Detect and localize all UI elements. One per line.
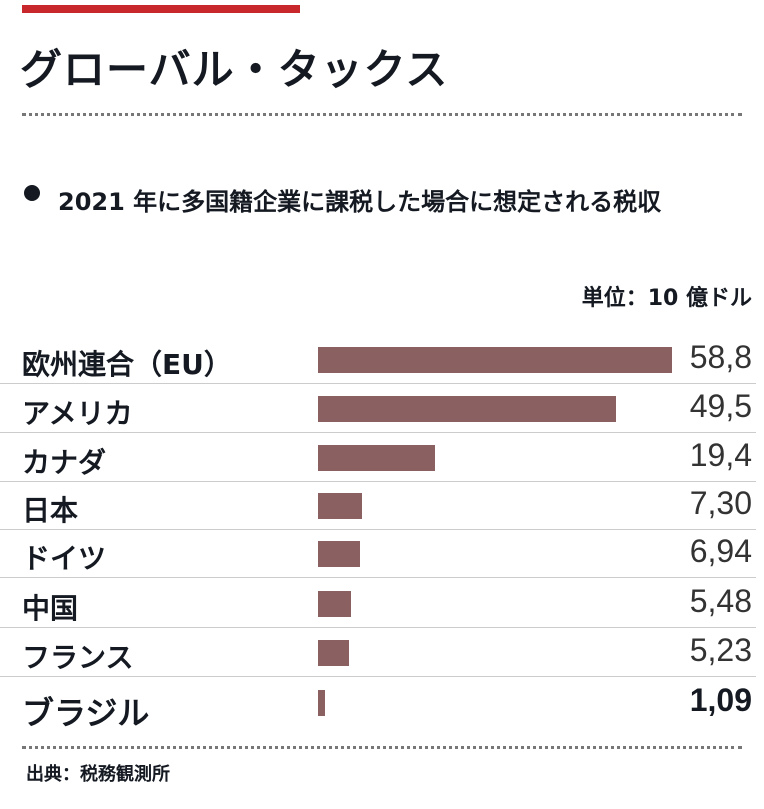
bar-row: ドイツ 6,94 <box>0 529 764 578</box>
bar <box>318 347 672 373</box>
value-label: 7,30 <box>689 485 752 521</box>
bar <box>318 591 351 617</box>
bar-row: ブラジル 1,09 <box>0 678 764 732</box>
bar-row: 欧州連合（EU） 58,8 <box>0 335 764 384</box>
unit-label: 単位：10 億ドル <box>581 286 752 311</box>
bar-row: 中国 5,48 <box>0 579 764 628</box>
value-label: 49,5 <box>689 388 752 424</box>
bar-row: カナダ 19,4 <box>0 433 764 482</box>
value-label: 6,94 <box>689 533 752 569</box>
category-label: フランス <box>22 641 134 674</box>
category-label: ブラジル <box>22 694 150 732</box>
row-separator <box>0 383 756 384</box>
category-label: カナダ <box>22 446 107 479</box>
category-label: 中国 <box>22 592 79 625</box>
bar <box>318 541 360 567</box>
bar-row: 日本 7,30 <box>0 481 764 530</box>
category-label: アメリカ <box>22 397 133 430</box>
category-label: 欧州連合（EU） <box>22 348 232 381</box>
divider <box>22 746 742 749</box>
bar <box>318 640 350 666</box>
bar-row: フランス 5,23 <box>0 628 764 677</box>
source-note: 出典：税務観測所 <box>26 764 170 785</box>
row-separator <box>0 676 756 677</box>
page-title: グローバル・タックス <box>20 45 449 94</box>
row-separator <box>0 432 756 433</box>
value-label: 58,8 <box>689 339 752 375</box>
row-separator <box>0 529 756 530</box>
bar <box>318 396 616 422</box>
chart-title: 2021 年に多国籍企業に課税した場合に想定される税収 <box>58 188 662 216</box>
accent-bar <box>22 5 300 13</box>
bar-row: アメリカ 49,5 <box>0 384 764 433</box>
value-label: 5,48 <box>689 583 752 619</box>
value-label: 5,23 <box>689 632 752 668</box>
category-label: ドイツ <box>22 542 107 575</box>
bar <box>318 690 325 716</box>
value-label: 1,09 <box>689 682 752 718</box>
bullet-icon <box>24 185 40 201</box>
bar <box>318 445 435 471</box>
bar <box>318 493 362 519</box>
value-label: 19,4 <box>689 437 752 473</box>
row-separator <box>0 577 756 578</box>
row-separator <box>0 627 756 628</box>
divider <box>22 113 742 116</box>
category-label: 日本 <box>22 494 79 527</box>
row-separator <box>0 481 756 482</box>
